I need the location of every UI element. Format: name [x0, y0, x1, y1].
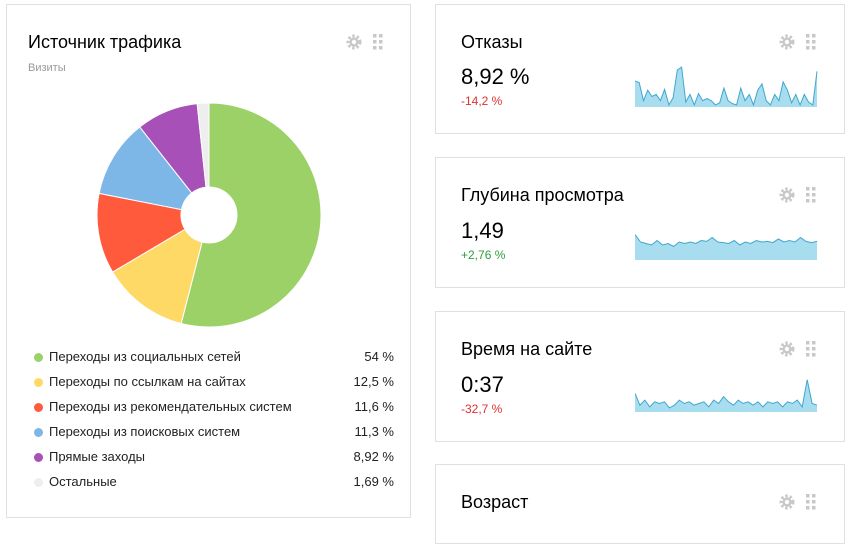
metric-delta: -14,2 %	[461, 94, 503, 108]
drag-handle-icon[interactable]	[806, 341, 816, 357]
legend-value: 12,5 %	[353, 374, 394, 389]
sparkline-area	[635, 67, 817, 107]
legend-value: 11,6 %	[354, 399, 394, 414]
gear-icon[interactable]	[778, 340, 796, 358]
legend-item[interactable]: Переходы из рекомендательных систем 11,6 …	[34, 399, 394, 417]
sparkline-chart	[635, 66, 818, 107]
gear-icon[interactable]	[778, 186, 796, 204]
legend-item[interactable]: Прямые заходы 8,92 %	[34, 449, 394, 467]
metric-title: Глубина просмотра	[461, 185, 624, 205]
legend-value: 54 %	[364, 349, 394, 364]
legend-label: Переходы из рекомендательных систем	[49, 399, 292, 414]
traffic-source-card: Источник трафика Визиты Переходы из соци…	[6, 4, 411, 518]
legend-value: 11,3 %	[354, 424, 394, 439]
sparkline-line	[635, 234, 818, 248]
page-depth-card: Глубина просмотра 1,49 +2,76 %	[435, 157, 845, 288]
legend-label: Прямые заходы	[49, 449, 146, 464]
legend-label: Переходы из поисковых систем	[49, 424, 241, 439]
legend-label: Переходы по ссылкам на сайтах	[49, 374, 246, 389]
drag-handle-icon[interactable]	[806, 494, 816, 510]
metric-delta: -32,7 %	[461, 402, 503, 416]
sparkline-chart	[635, 379, 818, 412]
slice-social[interactable]	[180, 102, 322, 328]
drag-handle-icon[interactable]	[373, 34, 383, 50]
legend-color-dot	[34, 478, 43, 487]
metric-title: Отказы	[461, 32, 523, 52]
slice-other[interactable]	[196, 102, 210, 188]
traffic-donut-chart	[96, 102, 322, 328]
traffic-card-title: Источник трафика	[28, 32, 182, 52]
bounce-rate-card: Отказы 8,92 % -14,2 %	[435, 4, 845, 134]
traffic-card-subtitle: Визиты	[28, 62, 66, 74]
sparkline-area	[635, 379, 817, 412]
legend-item[interactable]: Остальные 1,69 %	[34, 474, 394, 492]
legend-value: 8,92 %	[353, 449, 394, 464]
legend-color-dot	[34, 428, 43, 437]
time-on-site-card: Время на сайте 0:37 -32,7 %	[435, 311, 845, 442]
metric-value: 0:37	[461, 372, 504, 397]
gear-icon[interactable]	[778, 493, 796, 511]
legend-color-dot	[34, 403, 43, 412]
legend-color-dot	[34, 353, 43, 362]
legend-item[interactable]: Переходы из социальных сетей 54 %	[34, 349, 394, 367]
legend-label: Остальные	[49, 474, 117, 489]
legend-item[interactable]: Переходы по ссылкам на сайтах 12,5 %	[34, 374, 394, 392]
age-card: Возраст	[435, 464, 845, 544]
slice-links[interactable]	[111, 228, 203, 325]
gear-icon[interactable]	[778, 33, 796, 51]
drag-handle-icon[interactable]	[806, 187, 816, 203]
legend-color-dot	[34, 453, 43, 462]
gear-icon[interactable]	[345, 33, 363, 51]
sparkline-line	[635, 379, 818, 409]
sparkline-area	[635, 234, 817, 260]
legend-label: Переходы из социальных сетей	[49, 349, 241, 364]
sparkline-line	[635, 66, 818, 107]
metric-value: 1,49	[461, 218, 504, 243]
legend-value: 1,69 %	[353, 474, 394, 489]
metric-title: Возраст	[461, 492, 529, 512]
slice-search[interactable]	[98, 126, 193, 211]
metric-delta: +2,76 %	[461, 248, 506, 262]
legend-item[interactable]: Переходы из поисковых систем 11,3 %	[34, 424, 394, 442]
slice-recommend[interactable]	[96, 192, 186, 273]
metric-title: Время на сайте	[461, 339, 593, 359]
metric-value: 8,92 %	[461, 64, 530, 89]
drag-handle-icon[interactable]	[806, 34, 816, 50]
legend-color-dot	[34, 378, 43, 387]
sparkline-chart	[635, 234, 818, 260]
